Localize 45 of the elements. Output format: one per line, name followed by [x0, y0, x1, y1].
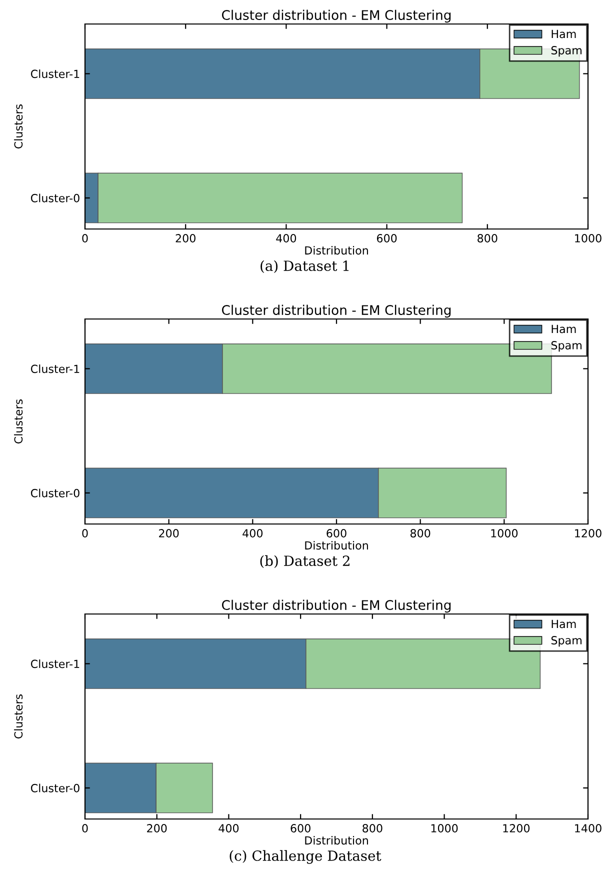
x-tick-label: 800 — [478, 234, 498, 242]
legend-label: Spam — [551, 46, 582, 57]
chart-title: Cluster distribution - EM Clustering — [222, 10, 451, 23]
x-tick-label: 800 — [362, 824, 382, 832]
x-tick-label: 0 — [82, 824, 88, 832]
y-axis-title: Clusters — [14, 399, 23, 444]
legend-label: Ham — [552, 30, 576, 38]
x-tick-label: 0 — [82, 234, 88, 242]
legend-label: Ham — [552, 620, 576, 628]
legend-label: Spam — [551, 636, 582, 647]
text: (a) Dataset 1 — [260, 260, 349, 273]
x-tick-label: 600 — [376, 234, 397, 242]
x-tick-label: 1000 — [491, 529, 518, 538]
x-tick-label: 1400 — [575, 824, 602, 832]
y-axis-title: Clusters — [14, 104, 23, 148]
x-tick-label: 1000 — [431, 824, 458, 832]
y-tick-label: Cluster-1 — [30, 364, 80, 374]
y-axis-title: Clusters — [14, 694, 23, 738]
x-tick-label: 600 — [290, 824, 310, 832]
x-axis-title: Distribution — [305, 541, 368, 550]
x-tick-label: 800 — [410, 529, 430, 538]
chart-title: Cluster distribution - EM Clustering — [222, 304, 451, 318]
x-tick-label: 200 — [159, 529, 179, 538]
x-axis-title: Distribution — [305, 246, 368, 255]
x-tick-label: 1200 — [575, 529, 602, 538]
x-tick-label: 200 — [147, 824, 167, 832]
legend-label: Spam — [551, 341, 582, 352]
y-tick-label: Cluster-1 — [30, 69, 80, 78]
x-tick-label: 200 — [176, 234, 196, 242]
x-tick-label: 400 — [276, 234, 296, 242]
y-tick-label: Cluster-0 — [30, 784, 80, 792]
y-tick-label: Cluster-1 — [30, 659, 80, 668]
legend-label: Ham — [552, 324, 576, 334]
x-tick-label: 400 — [242, 529, 263, 538]
text: (c) Challenge Dataset — [230, 850, 382, 864]
x-axis-title: Distribution — [305, 836, 368, 845]
x-tick-label: 400 — [218, 824, 239, 832]
x-tick-label: 600 — [326, 529, 346, 538]
x-tick-label: 0 — [82, 529, 88, 538]
y-tick-label: Cluster-0 — [30, 488, 80, 498]
y-tick-label: Cluster-0 — [30, 194, 80, 202]
chart-title: Cluster distribution - EM Clustering — [222, 600, 451, 613]
text: (b) Dataset 2 — [260, 555, 350, 568]
x-tick-label: 1000 — [575, 234, 602, 242]
x-tick-label: 1200 — [503, 824, 530, 832]
